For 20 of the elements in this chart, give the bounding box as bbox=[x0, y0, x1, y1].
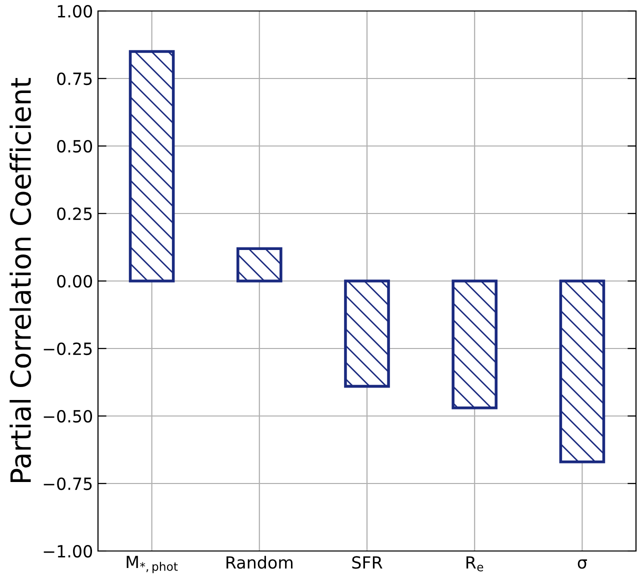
bar bbox=[559, 280, 606, 464]
y-tick-label: 0.25 bbox=[57, 207, 92, 220]
x-tick-label: SFR bbox=[352, 556, 382, 569]
y-tick-label: 0.50 bbox=[57, 140, 92, 153]
x-tick-label: M$_{*,phot}$ bbox=[126, 556, 178, 574]
x-tick-label: σ bbox=[578, 559, 587, 569]
y-tick-label: −0.25 bbox=[44, 342, 92, 356]
y-tick-label: −0.75 bbox=[44, 477, 92, 490]
y-tick-label: 0.75 bbox=[57, 72, 92, 86]
y-tick-label: −1.00 bbox=[44, 544, 92, 558]
bar bbox=[236, 247, 282, 282]
y-tick-label: −0.50 bbox=[44, 410, 92, 423]
bar bbox=[128, 50, 175, 282]
y-tick-label: 0.00 bbox=[57, 274, 92, 288]
x-tick-label: R$_{e}$ bbox=[466, 556, 484, 572]
y-tick-label: 1.00 bbox=[58, 4, 92, 18]
bar bbox=[344, 280, 390, 388]
y-axis-title: Partial Correlation Coefficient bbox=[10, 78, 32, 482]
x-tick-label: Random bbox=[226, 556, 292, 569]
bar bbox=[452, 280, 498, 410]
